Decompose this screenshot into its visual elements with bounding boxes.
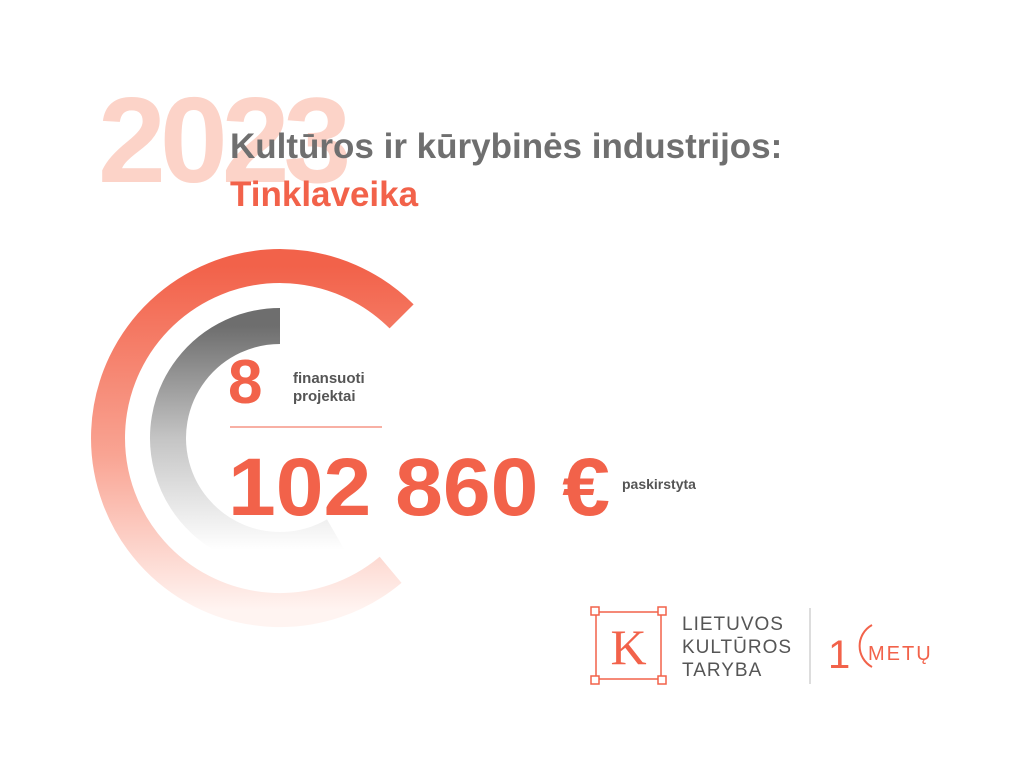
logo: K LIETUVOS KULTŪROS TARYBA 1 METŲ bbox=[590, 606, 933, 685]
title: Kultūros ir kūrybinės industrijos: bbox=[230, 127, 782, 166]
logo-corner bbox=[657, 606, 667, 616]
logo-corner bbox=[590, 675, 600, 685]
amount-label: paskirstyta bbox=[622, 476, 696, 492]
amount: 102 860 € bbox=[228, 442, 610, 533]
logo-text: TARYBA bbox=[682, 660, 762, 681]
logo-frame bbox=[595, 611, 662, 680]
inner-ring bbox=[150, 308, 345, 568]
anniversary-zero bbox=[858, 624, 873, 668]
anniversary-word: METŲ bbox=[868, 643, 933, 665]
count-label: finansuoti bbox=[293, 370, 365, 387]
count-label: projektai bbox=[293, 388, 356, 405]
project-count: 8 bbox=[228, 348, 262, 417]
anniversary-digit: 1 bbox=[828, 633, 850, 677]
logo-text: LIETUVOS bbox=[682, 614, 784, 635]
year-background: 2023 bbox=[98, 72, 348, 208]
logo-text: KULTŪROS bbox=[682, 637, 792, 658]
subtitle: Tinklaveika bbox=[230, 175, 419, 214]
outer-ring bbox=[91, 249, 414, 628]
logo-corner bbox=[657, 675, 667, 685]
logo-corner bbox=[590, 606, 600, 616]
logo-letter: K bbox=[610, 619, 646, 675]
